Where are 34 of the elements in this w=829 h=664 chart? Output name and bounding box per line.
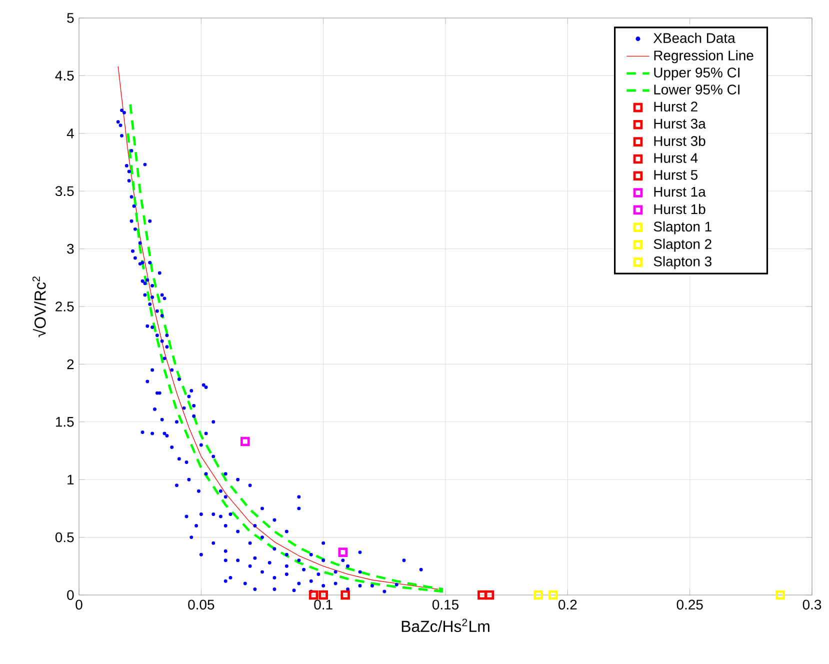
y-tick-label: 0 [67,590,74,600]
y-tick-label: 1.5 [56,417,74,427]
legend-label: Hurst 3b [654,136,706,146]
legend-label: Hurst 1a [654,186,706,197]
legend-label: Hurst 1b [654,204,706,214]
legend-label: Slapton 3 [654,256,712,270]
legend-label: XBeach Data [653,32,736,44]
legend-label: Hurst 5 [654,170,698,180]
legend-label: Slapton 2 [654,238,712,252]
x-tick-label: 0.15 [432,600,458,610]
y-tick-label: 2.5 [56,302,74,312]
y-tick-label: 0.5 [55,532,74,542]
x-tick-label: 0.1 [314,600,332,610]
x-tick-label: 0.25 [676,600,703,610]
legend-label: Slapton 1 [654,221,712,234]
legend-label: Hurst 2 [654,102,698,112]
legend-label: Regression Line [654,50,754,64]
x-tick-label: 0 [76,600,82,610]
y-tick-label: 4.5 [55,70,74,81]
legend-label: Hurst 3a [654,118,706,129]
legend-label: Hurst 4 [654,153,698,163]
y-tick-label: 3.5 [55,186,74,196]
x-tick-label: 0.3 [802,600,822,610]
y-tick-label: 1 [68,474,74,484]
x-tick-label: 0.05 [188,600,214,610]
x-tick-label: 0.2 [558,600,577,610]
y-tick-label: 2 [67,359,74,370]
legend-label: Upper 95% CI [654,68,740,80]
x-axis-title: BaZc/Hs$^{2}$Lm [402,618,490,632]
y-tick-label: 5 [67,13,74,23]
legend-label: Lower 95% CI [654,84,740,95]
y-axis-title: √OV/Rc$^{2}$ [32,276,46,338]
y-tick-label: 3 [67,244,74,254]
y-tick-label: 4 [66,128,74,138]
